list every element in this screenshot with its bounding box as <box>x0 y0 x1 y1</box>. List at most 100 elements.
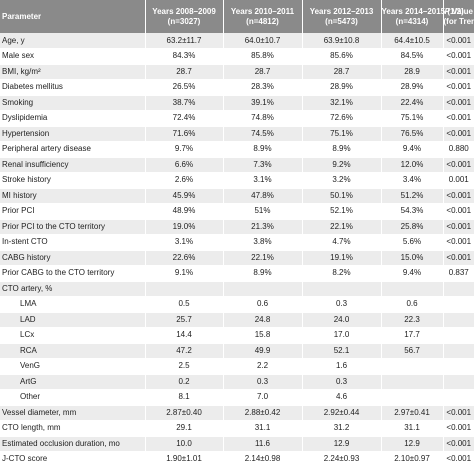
cell-years-2012-2013: 22.1% <box>302 219 381 235</box>
row-label: MI history <box>0 188 145 204</box>
cell-years-2012-2013: 8.9% <box>302 142 381 158</box>
cell-years-2008-2009: 26.5% <box>145 80 223 96</box>
cell-years-2010-2011: 0.3 <box>223 374 302 390</box>
header-col2-n: (n=4812) <box>224 17 302 27</box>
cell-years-2012-2013: 63.9±10.8 <box>302 33 381 49</box>
cell-years-2012-2013: 19.1% <box>302 250 381 266</box>
cell-years-2010-2011 <box>223 281 302 297</box>
cell-years-2010-2011: 28.7 <box>223 64 302 80</box>
cell-years-2008-2009: 2.6% <box>145 173 223 189</box>
cell-years-2012-2013: 17.0 <box>302 328 381 344</box>
row-label: Peripheral artery disease <box>0 142 145 158</box>
cell-years-2014-2015: 31.1 <box>381 421 443 437</box>
cell-p-value: <0.001 <box>443 405 474 421</box>
cell-years-2010-2011: 74.8% <box>223 111 302 127</box>
cell-p-value: <0.001 <box>443 157 474 173</box>
cell-years-2008-2009: 0.2 <box>145 374 223 390</box>
cell-years-2010-2011: 11.6 <box>223 436 302 452</box>
cell-years-2008-2009: 19.0% <box>145 219 223 235</box>
cell-years-2014-2015 <box>381 359 443 375</box>
cell-years-2010-2011: 3.8% <box>223 235 302 251</box>
row-label: In-stent CTO <box>0 235 145 251</box>
cell-years-2012-2013: 32.1% <box>302 95 381 111</box>
cell-p-value: <0.001 <box>443 80 474 96</box>
row-label: CTO artery, % <box>0 281 145 297</box>
header-parameter-label: Parameter <box>2 12 41 21</box>
cell-years-2012-2013: 0.3 <box>302 297 381 313</box>
cell-years-2008-2009: 84.3% <box>145 49 223 65</box>
row-label: Renal insufficiency <box>0 157 145 173</box>
row-label: LMA <box>0 297 145 313</box>
cell-years-2010-2011: 24.8 <box>223 312 302 328</box>
cell-years-2014-2015: 76.5% <box>381 126 443 142</box>
row-label: Prior PCI <box>0 204 145 220</box>
table-row: CTO artery, % <box>0 281 474 297</box>
header-col1-label: Years 2008–2009 <box>152 7 216 16</box>
cell-years-2012-2013: 2.92±0.44 <box>302 405 381 421</box>
row-label: RCA <box>0 343 145 359</box>
row-label: LAD <box>0 312 145 328</box>
cell-years-2008-2009 <box>145 281 223 297</box>
row-label: Other <box>0 390 145 406</box>
cell-p-value: <0.001 <box>443 33 474 49</box>
header-col2-label: Years 2010–2011 <box>231 7 294 16</box>
cell-years-2010-2011: 21.3% <box>223 219 302 235</box>
cell-years-2010-2011: 15.8 <box>223 328 302 344</box>
cell-p-value: <0.001 <box>443 250 474 266</box>
cell-years-2014-2015: 51.2% <box>381 188 443 204</box>
cell-years-2010-2011: 2.88±0.42 <box>223 405 302 421</box>
header-years-2012-2013: Years 2012–2013 (n=5473) <box>302 0 381 33</box>
cell-years-2014-2015: 5.6% <box>381 235 443 251</box>
cell-years-2012-2013: 0.3 <box>302 374 381 390</box>
cell-years-2012-2013: 2.24±0.93 <box>302 452 381 468</box>
cell-years-2010-2011: 22.1% <box>223 250 302 266</box>
cell-years-2008-2009: 2.5 <box>145 359 223 375</box>
cell-p-value <box>443 359 474 375</box>
row-label: Vessel diameter, mm <box>0 405 145 421</box>
cell-years-2010-2011: 0.6 <box>223 297 302 313</box>
cell-years-2008-2009: 9.1% <box>145 266 223 282</box>
cell-years-2012-2013 <box>302 281 381 297</box>
cell-years-2014-2015: 22.3 <box>381 312 443 328</box>
cell-p-value: <0.001 <box>443 64 474 80</box>
cell-years-2014-2015: 56.7 <box>381 343 443 359</box>
cell-years-2014-2015: 22.4% <box>381 95 443 111</box>
cell-p-value <box>443 312 474 328</box>
header-col3-label: Years 2012–2013 <box>310 7 374 16</box>
row-label: Dyslipidemia <box>0 111 145 127</box>
cell-years-2010-2011: 7.0 <box>223 390 302 406</box>
row-label: Hypertension <box>0 126 145 142</box>
cell-years-2014-2015: 3.4% <box>381 173 443 189</box>
cell-years-2008-2009: 47.2 <box>145 343 223 359</box>
cell-years-2010-2011: 8.9% <box>223 142 302 158</box>
cell-p-value: 0.837 <box>443 266 474 282</box>
row-label: BMI, kg/m² <box>0 64 145 80</box>
cell-years-2010-2011: 85.8% <box>223 49 302 65</box>
row-label: Age, y <box>0 33 145 49</box>
header-p-sub: (for Trend) <box>444 17 474 27</box>
cell-years-2010-2011: 64.0±10.7 <box>223 33 302 49</box>
table-header: Parameter Years 2008–2009 (n=3027) Years… <box>0 0 474 33</box>
cell-years-2008-2009: 2.87±0.40 <box>145 405 223 421</box>
cell-years-2014-2015: 75.1% <box>381 111 443 127</box>
row-label: VenG <box>0 359 145 375</box>
cell-years-2012-2013: 50.1% <box>302 188 381 204</box>
row-label: J-CTO score <box>0 452 145 468</box>
cell-years-2012-2013: 31.2 <box>302 421 381 437</box>
cell-years-2014-2015: 2.10±0.97 <box>381 452 443 468</box>
cell-years-2014-2015: 9.4% <box>381 266 443 282</box>
cell-p-value <box>443 390 474 406</box>
